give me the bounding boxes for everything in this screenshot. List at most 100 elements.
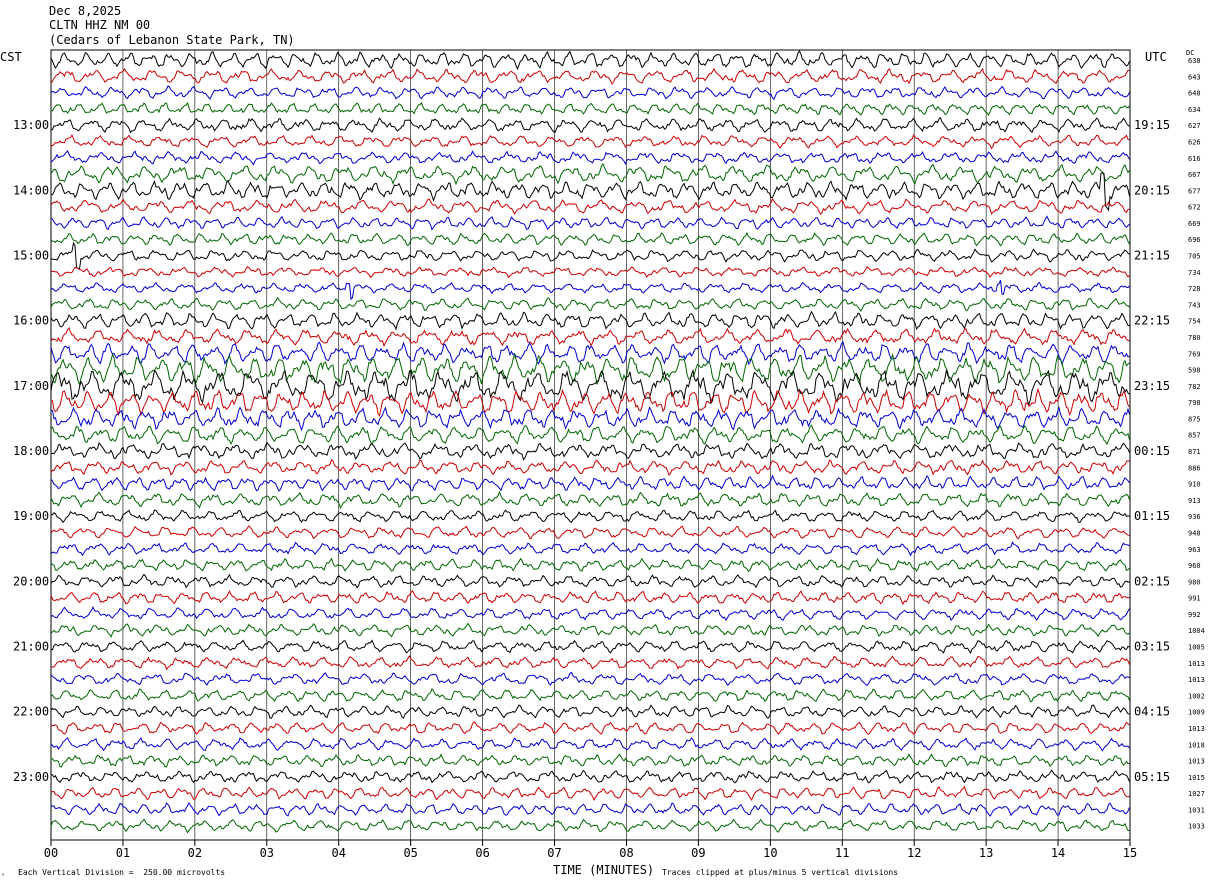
- footer-clip-note: Traces clipped at plus/minus 5 vertical …: [662, 868, 899, 877]
- dc-value: 634: [1188, 106, 1201, 114]
- dc-value: 857: [1188, 432, 1201, 440]
- dc-value: 913: [1188, 497, 1201, 505]
- dc-value: 936: [1188, 513, 1201, 521]
- utc-hour-label: 04:15: [1134, 705, 1170, 719]
- seismic-trace: [50, 541, 1130, 557]
- dc-column-title: DC: [1186, 49, 1195, 57]
- seismic-trace: [50, 215, 1130, 231]
- seismic-trace: [50, 280, 1130, 301]
- dc-value: 992: [1188, 611, 1201, 619]
- seismic-trace: [50, 150, 1130, 166]
- seismic-trace: [50, 818, 1130, 834]
- dc-value: 669: [1188, 220, 1201, 228]
- dc-value: 886: [1188, 464, 1201, 472]
- dc-value: 1031: [1188, 806, 1205, 814]
- seismic-trace: [50, 737, 1130, 752]
- seismic-trace: [50, 704, 1130, 720]
- seismic-trace: [50, 405, 1130, 432]
- seismic-trace: [50, 671, 1130, 687]
- dc-value: 960: [1188, 562, 1201, 570]
- seismic-trace: [50, 639, 1130, 655]
- seismic-trace: [50, 655, 1130, 671]
- x-tick-label: 03: [260, 846, 274, 860]
- seismic-trace: [50, 326, 1130, 348]
- dc-value: 1009: [1188, 709, 1205, 717]
- plot-frame: [50, 49, 1131, 841]
- cst-hour-label: 15:00: [13, 249, 49, 263]
- cst-hour-label: 18:00: [13, 444, 49, 458]
- seismic-trace: [50, 606, 1130, 622]
- utc-hour-label: 21:15: [1134, 249, 1170, 263]
- dc-value: 667: [1188, 171, 1201, 179]
- cst-hour-label: 13:00: [13, 118, 49, 132]
- seismic-trace: [50, 589, 1130, 606]
- dc-value: 875: [1188, 415, 1201, 423]
- seismic-trace: [50, 721, 1130, 735]
- dc-value: 734: [1188, 269, 1201, 277]
- dc-value: 626: [1188, 138, 1201, 146]
- seismic-trace: [50, 557, 1130, 573]
- dc-value: 1027: [1188, 790, 1205, 798]
- utc-hour-label: 23:15: [1134, 379, 1170, 393]
- cst-hour-label: 19:00: [13, 509, 49, 523]
- right-axis-title: UTC: [1145, 50, 1167, 64]
- x-tick-label: 01: [116, 846, 130, 860]
- cst-hour-label: 14:00: [13, 183, 49, 197]
- footer-icon: ᵛ: [1, 872, 6, 880]
- dc-value: 677: [1188, 187, 1201, 195]
- dc-value: 948: [1188, 529, 1201, 537]
- dc-value: 616: [1188, 155, 1201, 163]
- seismic-trace: [50, 525, 1130, 540]
- seismic-trace: [50, 573, 1130, 589]
- utc-hour-label: 05:15: [1134, 770, 1170, 784]
- dc-value: 1018: [1188, 741, 1205, 749]
- seismic-trace: [50, 67, 1130, 85]
- seismic-trace: [50, 509, 1130, 524]
- utc-hour-label: 22:15: [1134, 314, 1170, 328]
- x-tick-label: 13: [979, 846, 993, 860]
- x-tick-label: 15: [1123, 846, 1137, 860]
- seismic-trace: [50, 296, 1130, 312]
- left-axis-title: CST: [0, 50, 22, 64]
- dc-value: 1033: [1188, 823, 1205, 831]
- x-tick-label: 00: [44, 846, 58, 860]
- x-tick-label: 06: [475, 846, 489, 860]
- seismic-trace: [50, 490, 1130, 510]
- seismic-trace: [50, 198, 1130, 216]
- utc-hour-label: 00:15: [1134, 444, 1170, 458]
- dc-value: 1005: [1188, 644, 1205, 652]
- utc-hour-label: 01:15: [1134, 509, 1170, 523]
- seismic-trace: [50, 352, 1130, 387]
- seismic-trace: [50, 241, 1130, 270]
- seismic-trace: [50, 424, 1130, 446]
- dc-value: 1013: [1188, 676, 1205, 684]
- seismic-trace: [50, 85, 1130, 101]
- dc-value: 638: [1188, 57, 1201, 65]
- seismic-trace: [50, 474, 1130, 492]
- x-tick-label: 02: [188, 846, 202, 860]
- dc-value: 780: [1188, 334, 1201, 342]
- cst-hour-label: 23:00: [13, 770, 49, 784]
- cst-hour-label: 17:00: [13, 379, 49, 393]
- dc-value: 1002: [1188, 692, 1205, 700]
- dc-value: 648: [1188, 90, 1201, 98]
- seismic-trace: [50, 310, 1130, 331]
- x-axis-label: TIME (MINUTES): [553, 863, 655, 877]
- dc-value: 672: [1188, 204, 1201, 212]
- dc-value: 1013: [1188, 758, 1205, 766]
- dc-value: 728: [1188, 285, 1201, 293]
- seismic-trace: [50, 459, 1130, 477]
- x-tick-label: 05: [403, 846, 417, 860]
- dc-value: 598: [1188, 367, 1201, 375]
- x-tick-label: 14: [1051, 846, 1065, 860]
- plot-date: Dec 8,2025: [49, 4, 122, 18]
- cst-hour-label: 22:00: [13, 705, 49, 719]
- dc-value: 1013: [1188, 660, 1205, 668]
- utc-hour-label: 19:15: [1134, 118, 1170, 132]
- seismic-trace: [50, 172, 1130, 212]
- seismic-trace: [50, 162, 1130, 186]
- station-location: (Cedars of Lebanon State Park, TN): [49, 33, 295, 47]
- seismic-trace: [50, 101, 1130, 117]
- cst-hour-label: 16:00: [13, 314, 49, 328]
